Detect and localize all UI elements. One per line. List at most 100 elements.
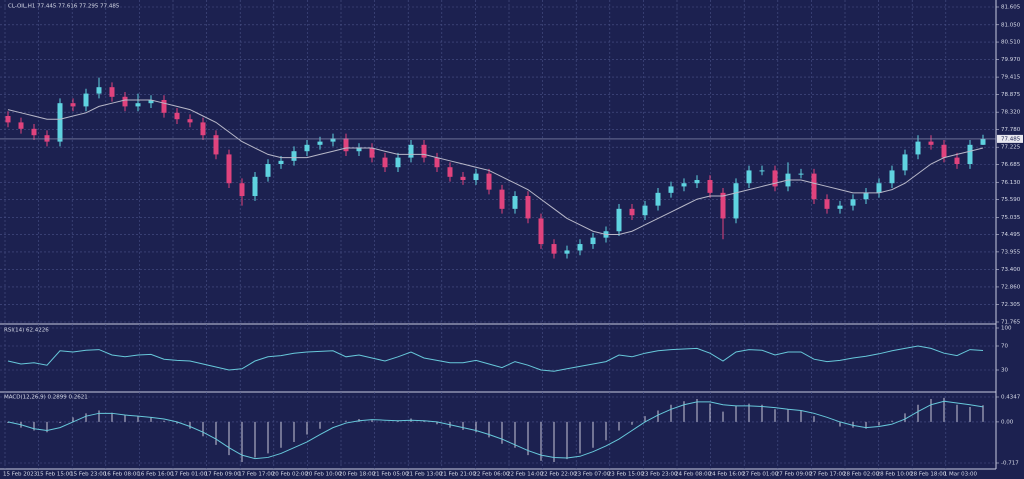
last-price-tag bbox=[997, 134, 1023, 143]
x-tick-label: 20 Feb 10:00 bbox=[305, 472, 342, 478]
y-tick-label: 30 bbox=[1001, 368, 1008, 374]
candle-body bbox=[499, 189, 505, 209]
chart-title: CL-OIL,H1 77.445 77.616 77.295 77.485 bbox=[8, 4, 120, 10]
candle-body bbox=[746, 170, 752, 184]
y-tick-label: 76.685 bbox=[1001, 162, 1021, 168]
candle-body bbox=[616, 208, 622, 232]
candle-body bbox=[57, 103, 63, 142]
candle-body bbox=[83, 93, 89, 107]
candle-body bbox=[31, 128, 37, 136]
candle-body bbox=[473, 173, 479, 181]
y-tick-label: 78.875 bbox=[1001, 92, 1021, 98]
candle-body bbox=[889, 170, 895, 184]
y-tick-label: -0.717 bbox=[1001, 461, 1019, 467]
candle-body bbox=[707, 180, 713, 193]
candle-body bbox=[187, 119, 193, 123]
candle-body bbox=[915, 141, 921, 155]
candle-body bbox=[460, 176, 466, 181]
candle-body bbox=[18, 122, 24, 129]
x-tick-label: 28 Feb 18:00 bbox=[910, 472, 947, 478]
y-tick-label: 79.970 bbox=[1001, 57, 1021, 63]
y-tick-label: 76.130 bbox=[1001, 180, 1021, 186]
candle-body bbox=[772, 170, 778, 187]
candle-body bbox=[317, 141, 323, 145]
signal-line bbox=[7, 400, 984, 460]
candle-body bbox=[226, 154, 232, 184]
candle-body bbox=[434, 157, 440, 168]
candle-body bbox=[759, 170, 765, 172]
candle-body bbox=[551, 244, 557, 254]
candle-body bbox=[967, 144, 973, 165]
y-tick-label: 77.780 bbox=[1001, 127, 1021, 133]
x-tick-label: 15 Feb 23:00 bbox=[70, 472, 107, 478]
y-tick-label: 0.4347 bbox=[1001, 395, 1021, 401]
macd-title: MACD(12,26,9) 0.2899 0.2621 bbox=[4, 395, 88, 401]
y-tick-label: 72.305 bbox=[1001, 302, 1021, 308]
y-tick-label: 73.400 bbox=[1001, 267, 1021, 273]
candle-body bbox=[629, 208, 635, 216]
x-tick-label: 1 Mar 03:00 bbox=[944, 472, 978, 478]
candle-body bbox=[980, 138, 986, 145]
y-tick-label: 71.765 bbox=[1001, 320, 1021, 326]
candle-body bbox=[850, 199, 856, 206]
candle-body bbox=[863, 192, 869, 200]
candle-body bbox=[538, 218, 544, 245]
x-tick-label: 27 Feb 17:00 bbox=[809, 472, 846, 478]
candle-body bbox=[213, 135, 219, 155]
x-tick-label: 24 Feb 08:00 bbox=[675, 472, 712, 478]
y-tick-label: 70 bbox=[1001, 344, 1008, 350]
candle-body bbox=[486, 173, 492, 190]
y-tick-label: 77.225 bbox=[1001, 145, 1021, 151]
candle-body bbox=[382, 157, 388, 168]
candle-body bbox=[265, 164, 271, 177]
candle-body bbox=[356, 148, 362, 152]
rsi-title: RSI(14) 62.4226 bbox=[4, 328, 49, 334]
x-tick-label: 15 Feb 2023 bbox=[3, 472, 38, 478]
candle-body bbox=[330, 138, 336, 142]
x-tick-label: 22 Feb 22:00 bbox=[541, 472, 578, 478]
y-tick-label: 74.495 bbox=[1001, 232, 1021, 238]
x-tick-label: 21 Feb 05:00 bbox=[373, 472, 410, 478]
y-tick-label: 0.00 bbox=[1001, 419, 1014, 425]
x-tick-label: 15 Feb 15:00 bbox=[37, 472, 74, 478]
y-tick-label: 78.320 bbox=[1001, 110, 1021, 116]
candle-body bbox=[369, 148, 375, 158]
candle-body bbox=[122, 96, 128, 107]
x-tick-label: 22 Feb 14:00 bbox=[507, 472, 544, 478]
candle-body bbox=[161, 99, 167, 113]
candle-body bbox=[278, 160, 284, 165]
y-tick-label: 73.955 bbox=[1001, 249, 1021, 255]
candle-body bbox=[720, 192, 726, 219]
y-tick-label: 81.605 bbox=[1001, 5, 1021, 11]
candle-body bbox=[5, 116, 11, 123]
x-tick-label: 23 Feb 07:00 bbox=[574, 472, 611, 478]
x-tick-label: 17 Feb 17:00 bbox=[238, 472, 275, 478]
candle-body bbox=[564, 250, 570, 254]
candle-body bbox=[824, 199, 830, 209]
x-tick-label: 16 Feb 16:00 bbox=[137, 472, 174, 478]
x-tick-label: 23 Feb 15:00 bbox=[608, 472, 645, 478]
x-tick-label: 23 Feb 23:00 bbox=[641, 472, 678, 478]
rsi-line bbox=[7, 345, 984, 372]
y-tick-label: 81.050 bbox=[1001, 22, 1021, 28]
candle-body bbox=[70, 103, 76, 107]
candle-body bbox=[291, 151, 297, 161]
candle-body bbox=[96, 87, 102, 94]
candle-body bbox=[681, 183, 687, 187]
candle-body bbox=[655, 192, 661, 206]
x-tick-label: 16 Feb 08:00 bbox=[104, 472, 141, 478]
candle-body bbox=[200, 122, 206, 136]
candle-body bbox=[941, 144, 947, 158]
candle-body bbox=[512, 196, 518, 209]
candle-body bbox=[811, 173, 817, 200]
y-tick-label: 72.860 bbox=[1001, 284, 1021, 290]
candle-body bbox=[343, 138, 349, 152]
x-tick-label: 28 Feb 10:00 bbox=[877, 472, 914, 478]
x-tick-label: 20 Feb 02:00 bbox=[272, 472, 309, 478]
x-tick-label: 27 Feb 01:00 bbox=[742, 472, 779, 478]
candle-body bbox=[902, 154, 908, 171]
x-tick-label: 21 Feb 13:00 bbox=[406, 472, 443, 478]
candle-body bbox=[590, 237, 596, 245]
